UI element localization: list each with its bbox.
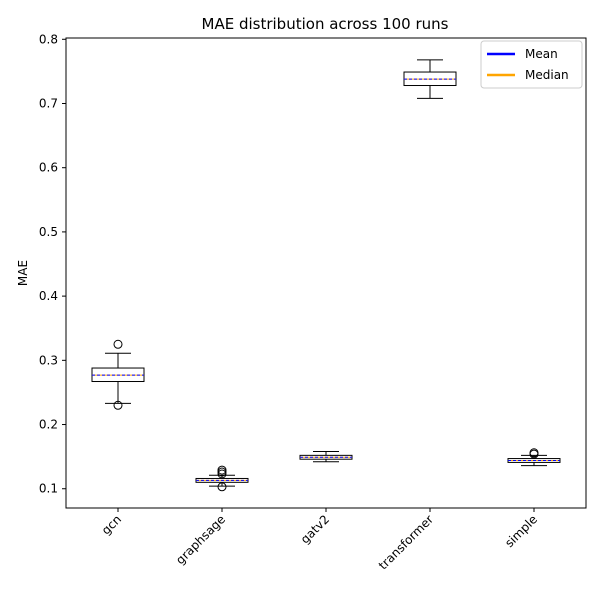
x-tick-label: gatv2 (298, 512, 332, 546)
box-group-simple (507, 448, 561, 467)
y-tick-label: 0.3 (39, 353, 58, 367)
y-tick-label: 0.4 (39, 289, 58, 303)
y-tick-label: 0.2 (39, 418, 58, 432)
y-tick-label: 0.5 (39, 225, 58, 239)
x-tick-label: gcn (99, 512, 124, 537)
plot-frame (65, 37, 587, 509)
y-tick-label: 0.8 (39, 32, 58, 46)
x-tick-label: simple (502, 512, 540, 550)
legend: Mean Median (480, 40, 583, 89)
y-tick-label: 0.1 (39, 482, 58, 496)
outlier-point (217, 482, 227, 492)
outlier-point (113, 339, 123, 349)
outlier-point (529, 449, 539, 459)
box-group-gcn (91, 339, 145, 410)
outlier-point (113, 400, 123, 410)
legend-label: Mean (525, 47, 558, 61)
legend-label: Median (525, 68, 569, 82)
y-tick-label: 0.7 (39, 96, 58, 110)
y-tick-label: 0.6 (39, 161, 58, 175)
plot-area: 0.1 0.2 0.3 0.4 0.5 0.6 0.7 0.8 gcn graphsage gatv… (39, 32, 587, 572)
outlier-point (217, 469, 227, 479)
box-group-gatv2 (299, 450, 353, 463)
box-group-transformer (403, 59, 457, 99)
y-axis-label: MAE (16, 260, 30, 286)
box-group-graphsage (195, 465, 249, 492)
x-tick-label: transformer (376, 512, 436, 572)
x-tick-label: graphsage (173, 512, 228, 567)
chart-title: MAE distribution across 100 runs (202, 15, 449, 33)
